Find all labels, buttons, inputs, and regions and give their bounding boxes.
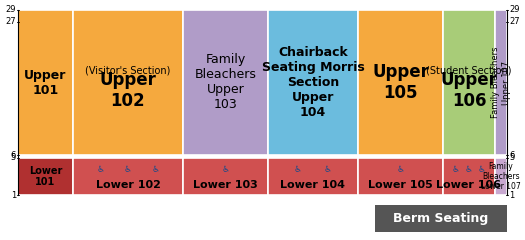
Bar	[495, 158, 507, 195]
Text: 1: 1	[509, 191, 514, 199]
Text: ♿: ♿	[324, 165, 332, 174]
Text: 6: 6	[10, 150, 16, 160]
Text: 27: 27	[5, 18, 16, 26]
Text: (Student Section): (Student Section)	[426, 66, 512, 76]
Text: Upper
101: Upper 101	[24, 68, 67, 96]
Text: Lower 104: Lower 104	[280, 180, 345, 190]
Text: 29: 29	[5, 6, 16, 14]
Text: 27: 27	[509, 18, 520, 26]
Bar	[73, 10, 183, 155]
Text: Lower 102: Lower 102	[96, 180, 161, 190]
Text: 6: 6	[509, 150, 514, 160]
Text: Upper
105: Upper 105	[372, 63, 429, 102]
Bar	[495, 10, 507, 155]
Text: ♿: ♿	[97, 165, 104, 174]
Text: 5: 5	[509, 154, 514, 162]
Text: ♿: ♿	[294, 165, 302, 174]
Text: Chairback
Seating Morris
Section
Upper
104: Chairback Seating Morris Section Upper 1…	[261, 46, 364, 119]
Bar	[358, 10, 443, 155]
Text: 5: 5	[10, 154, 16, 162]
Bar	[73, 158, 183, 195]
Text: 1: 1	[10, 191, 16, 199]
Bar	[443, 10, 495, 155]
Bar	[183, 158, 268, 195]
Text: ♿: ♿	[222, 165, 229, 174]
Text: ♿: ♿	[452, 165, 460, 174]
Text: ♿: ♿	[151, 165, 160, 174]
Bar	[18, 10, 73, 155]
Text: (Visitor's Section): (Visitor's Section)	[85, 66, 171, 76]
Text: Lower 106: Lower 106	[436, 180, 501, 190]
Text: ♿: ♿	[124, 165, 132, 174]
Text: Family
Bleachers
Lower 107: Family Bleachers Lower 107	[481, 162, 521, 192]
Bar	[18, 158, 73, 195]
Bar	[375, 205, 507, 232]
Text: Upper
106: Upper 106	[440, 71, 498, 110]
Text: ♿: ♿	[478, 165, 486, 174]
Text: Berm Seating: Berm Seating	[393, 212, 489, 225]
Text: Family
Bleachers
Upper
103: Family Bleachers Upper 103	[195, 54, 256, 112]
Text: ♿: ♿	[396, 165, 405, 174]
Text: Lower 103: Lower 103	[193, 180, 258, 190]
Bar	[443, 158, 495, 195]
Text: Lower 105: Lower 105	[368, 180, 433, 190]
Text: Family Bleachers
Upper 107: Family Bleachers Upper 107	[491, 47, 511, 118]
Text: Upper
102: Upper 102	[100, 71, 156, 110]
Bar	[358, 158, 443, 195]
Bar	[268, 158, 358, 195]
Text: 29: 29	[509, 6, 520, 14]
Text: Lower
101: Lower 101	[29, 166, 62, 187]
Bar	[183, 10, 268, 155]
Text: ♿: ♿	[465, 165, 473, 174]
Bar	[268, 10, 358, 155]
